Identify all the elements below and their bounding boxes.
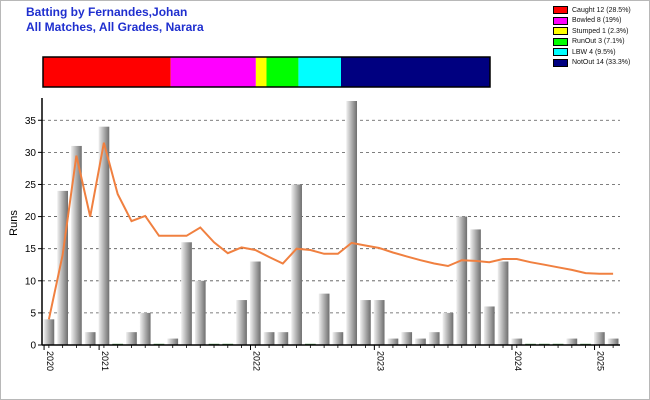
bar xyxy=(332,332,344,345)
bar xyxy=(346,101,358,345)
bar xyxy=(387,338,399,345)
bar xyxy=(470,229,481,345)
y-tick-label: 25 xyxy=(25,180,37,191)
dismissal-segment xyxy=(298,57,341,87)
bar xyxy=(373,300,385,345)
dismissal-segment xyxy=(255,57,267,87)
legend-item: Bowled 8 (19%) xyxy=(553,16,631,27)
year-label: 2025 xyxy=(596,351,606,371)
legend-item: LBW 4 (9.5%) xyxy=(553,47,631,58)
year-label: 2020 xyxy=(45,351,55,371)
legend: Caught 12 (28.5%) Bowled 8 (19%) Stumped 1… xyxy=(553,5,631,68)
y-tick-label: 0 xyxy=(30,341,36,352)
bar xyxy=(139,312,151,345)
legend-swatch xyxy=(553,16,568,25)
chart-subtitle: All Matches, All Grades, Narara xyxy=(26,20,204,34)
legend-item: Caught 12 (28.5%) xyxy=(553,5,631,16)
chart-title: Batting by Fernandes,Johan xyxy=(26,5,188,19)
legend-label: Bowled 8 (19%) xyxy=(572,17,622,25)
bar xyxy=(483,306,495,345)
dismissal-segment xyxy=(341,57,490,87)
y-tick-label: 15 xyxy=(25,244,37,255)
bar xyxy=(593,332,605,345)
y-tick-label: 30 xyxy=(25,148,37,159)
bar xyxy=(607,338,619,345)
bar xyxy=(43,319,55,345)
bar xyxy=(84,332,96,345)
y-tick-label: 20 xyxy=(25,212,37,223)
legend-item: NotOut 14 (33.3%) xyxy=(553,58,631,69)
bar xyxy=(318,293,330,345)
year-label: 2024 xyxy=(513,351,523,371)
bar xyxy=(360,300,371,345)
bar xyxy=(511,338,523,345)
year-label: 2022 xyxy=(251,351,261,371)
dismissal-segment xyxy=(170,57,256,87)
bar xyxy=(236,300,247,345)
bar xyxy=(167,338,179,345)
bar xyxy=(126,332,137,345)
bar xyxy=(428,332,440,345)
dismissal-segment xyxy=(43,57,171,87)
legend-label: LBW 4 (9.5%) xyxy=(572,48,616,56)
dismissal-strip-border xyxy=(42,56,491,88)
legend-swatch xyxy=(553,27,568,36)
year-label: 2023 xyxy=(375,351,385,371)
legend-label: Caught 12 (28.5%) xyxy=(572,6,631,14)
average-line xyxy=(47,142,614,320)
legend-label: RunOut 3 (7.1%) xyxy=(572,38,625,46)
y-tick-label: 35 xyxy=(25,116,37,127)
legend-item: RunOut 3 (7.1%) xyxy=(553,37,631,48)
bar xyxy=(401,332,413,345)
legend-item: Stumped 1 (2.3%) xyxy=(553,26,631,37)
bar xyxy=(442,312,454,345)
bar xyxy=(57,190,69,345)
bar xyxy=(181,242,192,345)
year-label: 2021 xyxy=(100,351,110,371)
legend-swatch xyxy=(553,48,568,57)
bar xyxy=(249,261,261,345)
bar xyxy=(497,261,509,345)
legend-swatch xyxy=(553,37,568,46)
legend-swatch xyxy=(553,6,568,15)
bar xyxy=(415,338,426,345)
bar xyxy=(291,184,302,345)
legend-label: NotOut 14 (33.3%) xyxy=(572,59,631,67)
bar xyxy=(456,216,468,345)
bar xyxy=(71,145,82,345)
bar xyxy=(194,280,206,345)
legend-label: Stumped 1 (2.3%) xyxy=(572,27,629,35)
bar xyxy=(98,126,110,346)
y-tick-label: 5 xyxy=(30,308,36,319)
dismissal-segment xyxy=(266,57,299,87)
bar xyxy=(277,332,289,345)
legend-swatch xyxy=(553,58,568,67)
y-axis-title: Runs xyxy=(8,210,20,236)
bar xyxy=(263,332,275,345)
y-tick-label: 10 xyxy=(25,276,37,287)
bar xyxy=(566,338,578,345)
